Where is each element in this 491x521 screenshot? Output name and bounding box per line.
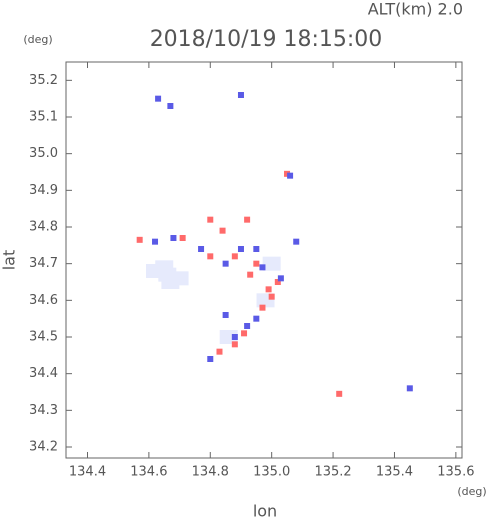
plot-frame <box>65 61 463 459</box>
echo-point <box>274 279 281 285</box>
echo-point <box>277 275 284 282</box>
echo-point <box>265 286 272 293</box>
x-tick-label: 135.0 <box>253 465 290 480</box>
echo-point <box>336 390 343 397</box>
echo-point <box>207 216 214 223</box>
x-tick-label: 135.2 <box>314 465 351 480</box>
echo-point <box>219 330 238 344</box>
echo-point <box>244 323 251 329</box>
echo-point <box>155 260 174 275</box>
x-tick-label: 134.4 <box>69 465 106 480</box>
echo-point <box>237 246 244 252</box>
echo-point <box>247 271 254 278</box>
echo-point <box>262 256 281 271</box>
y-unit: (deg) <box>23 33 52 46</box>
x-tick-label: 134.6 <box>130 465 167 480</box>
echo-point <box>219 227 226 234</box>
y-tick-label: 34.5 <box>29 330 58 345</box>
echo-point <box>207 253 214 260</box>
x-axis-label: lon <box>253 502 277 521</box>
x-tick-label: 134.8 <box>192 465 229 480</box>
echo-point <box>161 275 180 289</box>
echo-point <box>259 264 266 271</box>
echo-point <box>231 341 238 348</box>
echo-point <box>207 356 214 362</box>
x-tick-label: 135.4 <box>376 465 413 480</box>
y-tick-label: 34.6 <box>29 293 58 308</box>
echo-point <box>231 334 238 340</box>
y-tick-label: 34.3 <box>29 403 58 418</box>
y-tick-label: 35.2 <box>29 73 58 88</box>
echo-point <box>406 385 413 392</box>
echo-point <box>268 293 275 300</box>
y-tick-label: 34.9 <box>29 183 58 198</box>
y-tick-label: 34.8 <box>29 220 58 235</box>
echo-point <box>253 246 260 252</box>
y-tick-label: 35.0 <box>29 146 58 161</box>
echo-point <box>244 216 251 223</box>
echo-point <box>253 260 260 267</box>
echo-point <box>216 348 223 355</box>
y-axis-label: lat <box>0 250 19 271</box>
y-tick-label: 34.2 <box>29 440 58 455</box>
echo-point <box>293 238 300 245</box>
echo-point <box>222 312 229 318</box>
echo-point <box>284 170 291 177</box>
echo-point <box>287 172 294 179</box>
echo-point <box>170 235 177 241</box>
echo-point <box>237 92 244 98</box>
echo-point <box>253 315 260 322</box>
y-tick-label: 34.7 <box>29 256 58 271</box>
y-tick-label: 35.1 <box>29 110 58 125</box>
echo-point <box>155 95 162 102</box>
echo-point <box>152 238 159 245</box>
echo-point <box>241 330 248 337</box>
x-unit: (deg) <box>457 485 486 498</box>
echo-point <box>179 235 186 241</box>
echo-point <box>136 236 143 243</box>
echo-point <box>231 253 238 260</box>
chart-title: 2018/10/19 18:15:00 <box>150 27 383 52</box>
y-tick-label: 34.4 <box>29 366 58 381</box>
echo-point <box>259 304 266 311</box>
echo-point <box>167 103 174 109</box>
x-tick-label: 135.6 <box>437 465 474 480</box>
echo-point <box>222 260 229 267</box>
echo-point <box>198 246 205 252</box>
altitude: ALT(km) 2.0 <box>368 0 463 19</box>
